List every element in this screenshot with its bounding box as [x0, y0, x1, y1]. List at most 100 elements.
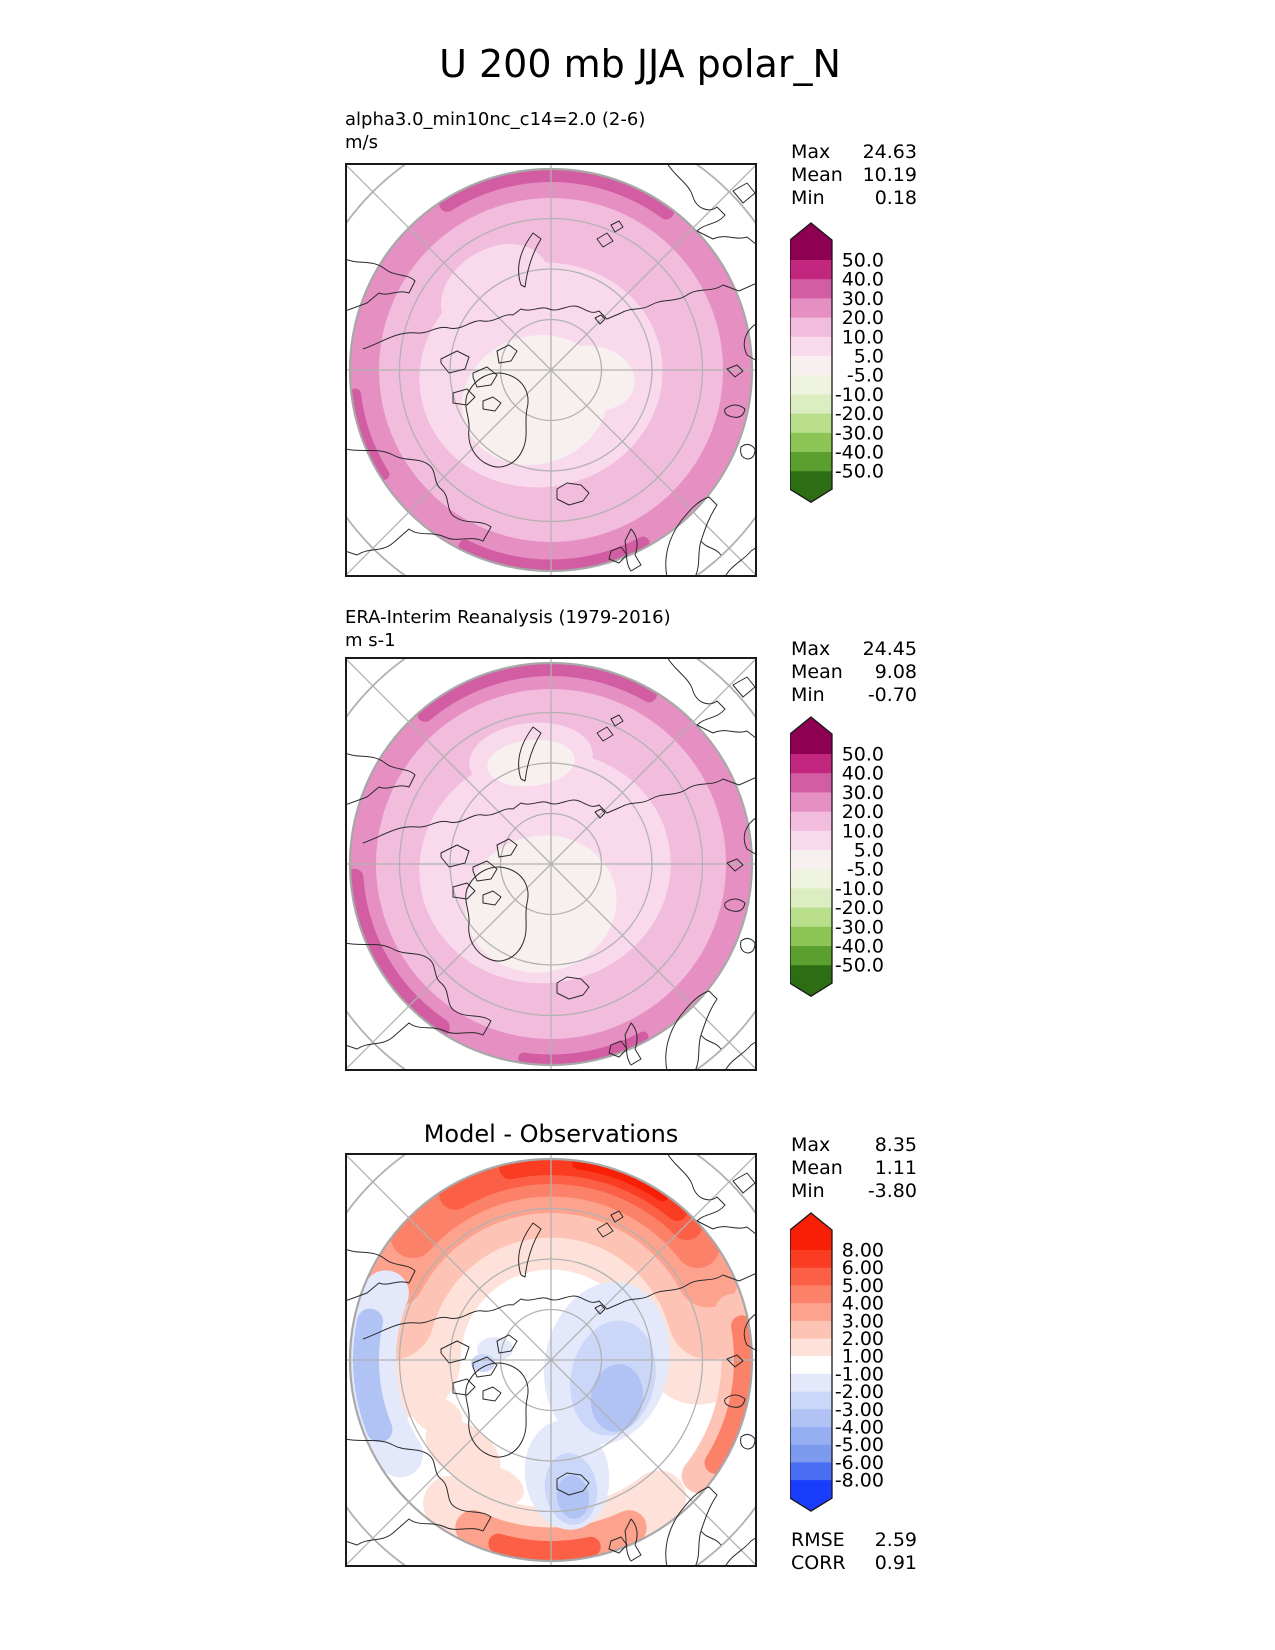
colorbar-tick-label: -50.0 [835, 955, 884, 977]
colorbar-model: 50.040.030.020.010.05.0-5.0-10.0-20.0-30… [790, 222, 884, 503]
colorbar-band [790, 1373, 832, 1393]
colorbar-tick-label: 10.0 [842, 326, 884, 348]
colorbar-difference: 8.006.005.004.003.002.001.00-1.00-2.00-3… [790, 1212, 884, 1512]
stat-row: Min -0.70 [791, 684, 917, 706]
colorbar-tick-label: -10.0 [835, 878, 884, 900]
graticule [345, 163, 757, 577]
colorbar-band [790, 413, 832, 434]
stat-row: Mean 1.11 [791, 1157, 917, 1179]
colorbar-outline [790, 1212, 833, 1512]
colorbar-band [790, 336, 832, 357]
colorbar-tick-label: 3.00 [842, 1310, 884, 1332]
colorbar-tick-label: -5.0 [847, 365, 884, 387]
panel1-run-label: alpha3.0_min10nc_c14=2.0 (2-6) [345, 109, 646, 130]
colorbar-band [790, 375, 832, 395]
colorbar-tick-label: 40.0 [842, 269, 884, 291]
colorbar-band [790, 1303, 832, 1322]
colorbar-band [790, 754, 832, 774]
colorbar-over-arrow [790, 717, 832, 754]
colorbar-tick-label: -40.0 [835, 442, 884, 464]
colorbar-band [790, 1444, 832, 1463]
map-frame [345, 1153, 757, 1567]
graticule [345, 657, 757, 1071]
colorbar-band [790, 830, 832, 851]
coastlines [345, 163, 757, 577]
colorbar-outline [790, 716, 833, 997]
map-frame [345, 657, 757, 1071]
colorbar-band [790, 811, 832, 832]
colorbar-outline [790, 222, 833, 503]
colorbar-band [790, 317, 832, 338]
colorbar-under-arrow [790, 471, 832, 503]
colorbar-tick-label: 10.0 [842, 820, 884, 842]
panel1-stats: Max 24.63 Mean 10.19 Min 0.18 [791, 141, 917, 210]
map-panel-model [345, 163, 757, 577]
colorbar-tick-label: -50.0 [835, 461, 884, 483]
colorbar-tick-label: -30.0 [835, 916, 884, 938]
colorbar-tick-label: -20.0 [835, 897, 884, 919]
colorbar-band [790, 926, 832, 947]
colorbar-observations: 50.040.030.020.010.05.0-5.0-10.0-20.0-30… [790, 716, 884, 997]
figure-title: U 200 mb JJA polar_N [439, 42, 841, 86]
colorbar-tick-label: 4.00 [842, 1293, 884, 1315]
colorbar-tick-label: 5.0 [854, 346, 884, 368]
colorbar-band [790, 1338, 832, 1357]
panel3-title: Model - Observations [423, 1120, 679, 1148]
colorbar-band [790, 888, 832, 909]
colorbar-band [790, 394, 832, 415]
coastlines [345, 1153, 757, 1567]
colorbar-band [790, 1427, 832, 1446]
colorbar-band [790, 1462, 832, 1481]
colorbar-tick-label: -1.00 [835, 1363, 884, 1385]
colorbar-band [790, 946, 832, 966]
colorbar-tick-label: -8.00 [835, 1470, 884, 1492]
colorbar-band [790, 298, 832, 319]
colorbar-under-arrow [790, 1480, 832, 1512]
colorbar-tick-label: 1.00 [842, 1346, 884, 1368]
colorbar-band [790, 773, 832, 793]
colorbar-tick-label: -2.00 [835, 1381, 884, 1403]
stat-row: Max 8.35 [791, 1134, 917, 1156]
panel2-units-label: m s-1 [345, 630, 396, 651]
colorbar-band [790, 1320, 832, 1339]
metric-row: CORR 0.91 [791, 1552, 917, 1574]
colorbar-band [790, 452, 832, 472]
colorbar-band [790, 1250, 832, 1269]
panel3-metrics: RMSE 2.59 CORR 0.91 [791, 1529, 917, 1575]
colorbar-band [790, 907, 832, 928]
stat-row: Mean 10.19 [791, 164, 917, 186]
colorbar-tick-label: -6.00 [835, 1452, 884, 1474]
colorbar-tick-label: -20.0 [835, 403, 884, 425]
colorbar-band [790, 432, 832, 453]
stat-row: Max 24.45 [791, 638, 917, 660]
stat-row: Mean 9.08 [791, 661, 917, 683]
colorbar-tick-label: -5.0 [847, 859, 884, 881]
colorbar-tick-label: -4.00 [835, 1417, 884, 1439]
colorbar-band [790, 869, 832, 889]
panel2-subtitle-block: ERA-Interim Reanalysis (1979-2016) m s-1 [345, 606, 671, 652]
panel1-units-label: m/s [345, 132, 378, 153]
stat-row: Min 0.18 [791, 187, 917, 209]
panel2-stats: Max 24.45 Mean 9.08 Min -0.70 [791, 638, 917, 707]
colorbar-tick-label: -40.0 [835, 936, 884, 958]
colorbar-tick-label: -30.0 [835, 422, 884, 444]
colorbar-tick-label: 20.0 [842, 801, 884, 823]
stat-row: Min -3.80 [791, 1180, 917, 1202]
colorbar-tick-label: 6.00 [842, 1257, 884, 1279]
colorbar-tick-label: 5.0 [854, 840, 884, 862]
colorbar-tick-label: 20.0 [842, 307, 884, 329]
colorbar-tick-label: 50.0 [842, 250, 884, 272]
colorbar-over-arrow [790, 223, 832, 260]
stat-row: Max 24.63 [791, 141, 917, 163]
colorbar-tick-label: 40.0 [842, 763, 884, 785]
colorbar-band [790, 260, 832, 280]
colorbar-band [790, 1356, 832, 1375]
colorbar-tick-label: 8.00 [842, 1240, 884, 1262]
colorbar-tick-label: 50.0 [842, 744, 884, 766]
colorbar-band [790, 1409, 832, 1428]
panel3-stats: Max 8.35 Mean 1.11 Min -3.80 [791, 1134, 917, 1203]
colorbar-band [790, 850, 832, 870]
colorbar-tick-label: -10.0 [835, 384, 884, 406]
colorbar-tick-label: 2.00 [842, 1328, 884, 1350]
map-panel-observations [345, 657, 757, 1071]
